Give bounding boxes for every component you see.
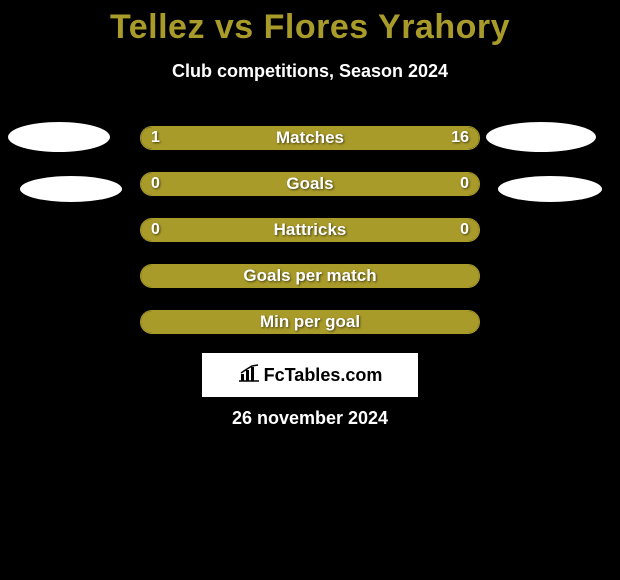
bar-label: Matches <box>141 127 479 149</box>
bar-label: Goals <box>141 173 479 195</box>
comparison-bars: Matches116Goals00Hattricks00Goals per ma… <box>140 126 480 356</box>
bar-label: Hattricks <box>141 219 479 241</box>
right-value: 0 <box>460 219 469 241</box>
left-value: 0 <box>151 173 160 195</box>
avatar-placeholder <box>20 176 122 202</box>
comparison-bar: Goals per match <box>140 264 480 288</box>
left-value: 0 <box>151 219 160 241</box>
logo-text: FcTables.com <box>264 365 383 386</box>
avatar-placeholder <box>8 122 110 152</box>
subtitle: Club competitions, Season 2024 <box>0 61 620 82</box>
comparison-bar: Goals0 0 <box>140 172 480 196</box>
page-title: Tellez vs Flores Yrahory <box>0 0 620 47</box>
avatar-placeholder <box>486 122 596 152</box>
date-caption: 26 november 2024 <box>0 408 620 429</box>
chart-icon <box>238 364 260 387</box>
comparison-bar: Hattricks0 0 <box>140 218 480 242</box>
right-value: 0 <box>460 173 469 195</box>
left-value: 1 <box>151 127 160 149</box>
avatar-placeholder <box>498 176 602 202</box>
bar-label: Min per goal <box>141 311 479 333</box>
comparison-infographic: Tellez vs Flores Yrahory Club competitio… <box>0 0 620 580</box>
comparison-bar: Matches1 16 <box>140 126 480 150</box>
source-logo: FcTables.com <box>202 353 418 397</box>
bar-label: Goals per match <box>141 265 479 287</box>
right-value: 16 <box>451 127 469 149</box>
comparison-bar: Min per goal <box>140 310 480 334</box>
